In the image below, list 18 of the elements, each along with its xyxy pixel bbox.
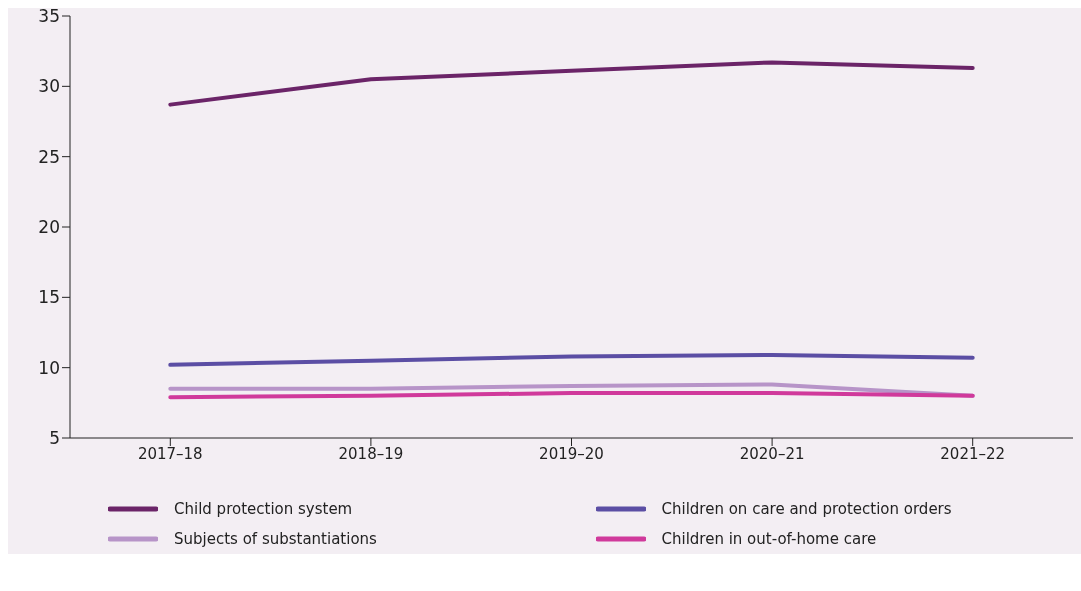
legend-label: Children on care and protection orders [661, 500, 952, 518]
legend-label: Subjects of substantiations [174, 530, 377, 548]
x-tick-label: 2019–20 [539, 444, 604, 463]
line-series [168, 353, 975, 367]
y-tick-label: 20 [38, 217, 60, 238]
x-tick-label: 2017–18 [137, 444, 203, 463]
line-series [168, 60, 975, 107]
y-tick-label: 35 [38, 6, 60, 27]
y-tick-label: 5 [49, 428, 60, 449]
y-tick-label: 15 [38, 287, 60, 308]
y-tick-label: 10 [38, 357, 60, 378]
x-tick-label: 2021–22 [940, 444, 1006, 463]
y-tick-label: 30 [38, 76, 60, 97]
y-tick-label: 25 [38, 146, 60, 167]
legend-label: Children in out-of-home care [661, 530, 877, 548]
x-tick-label: 2018–19 [338, 444, 404, 463]
x-tick-label: 2020–21 [739, 444, 805, 463]
legend-label: Child protection system [174, 500, 353, 518]
